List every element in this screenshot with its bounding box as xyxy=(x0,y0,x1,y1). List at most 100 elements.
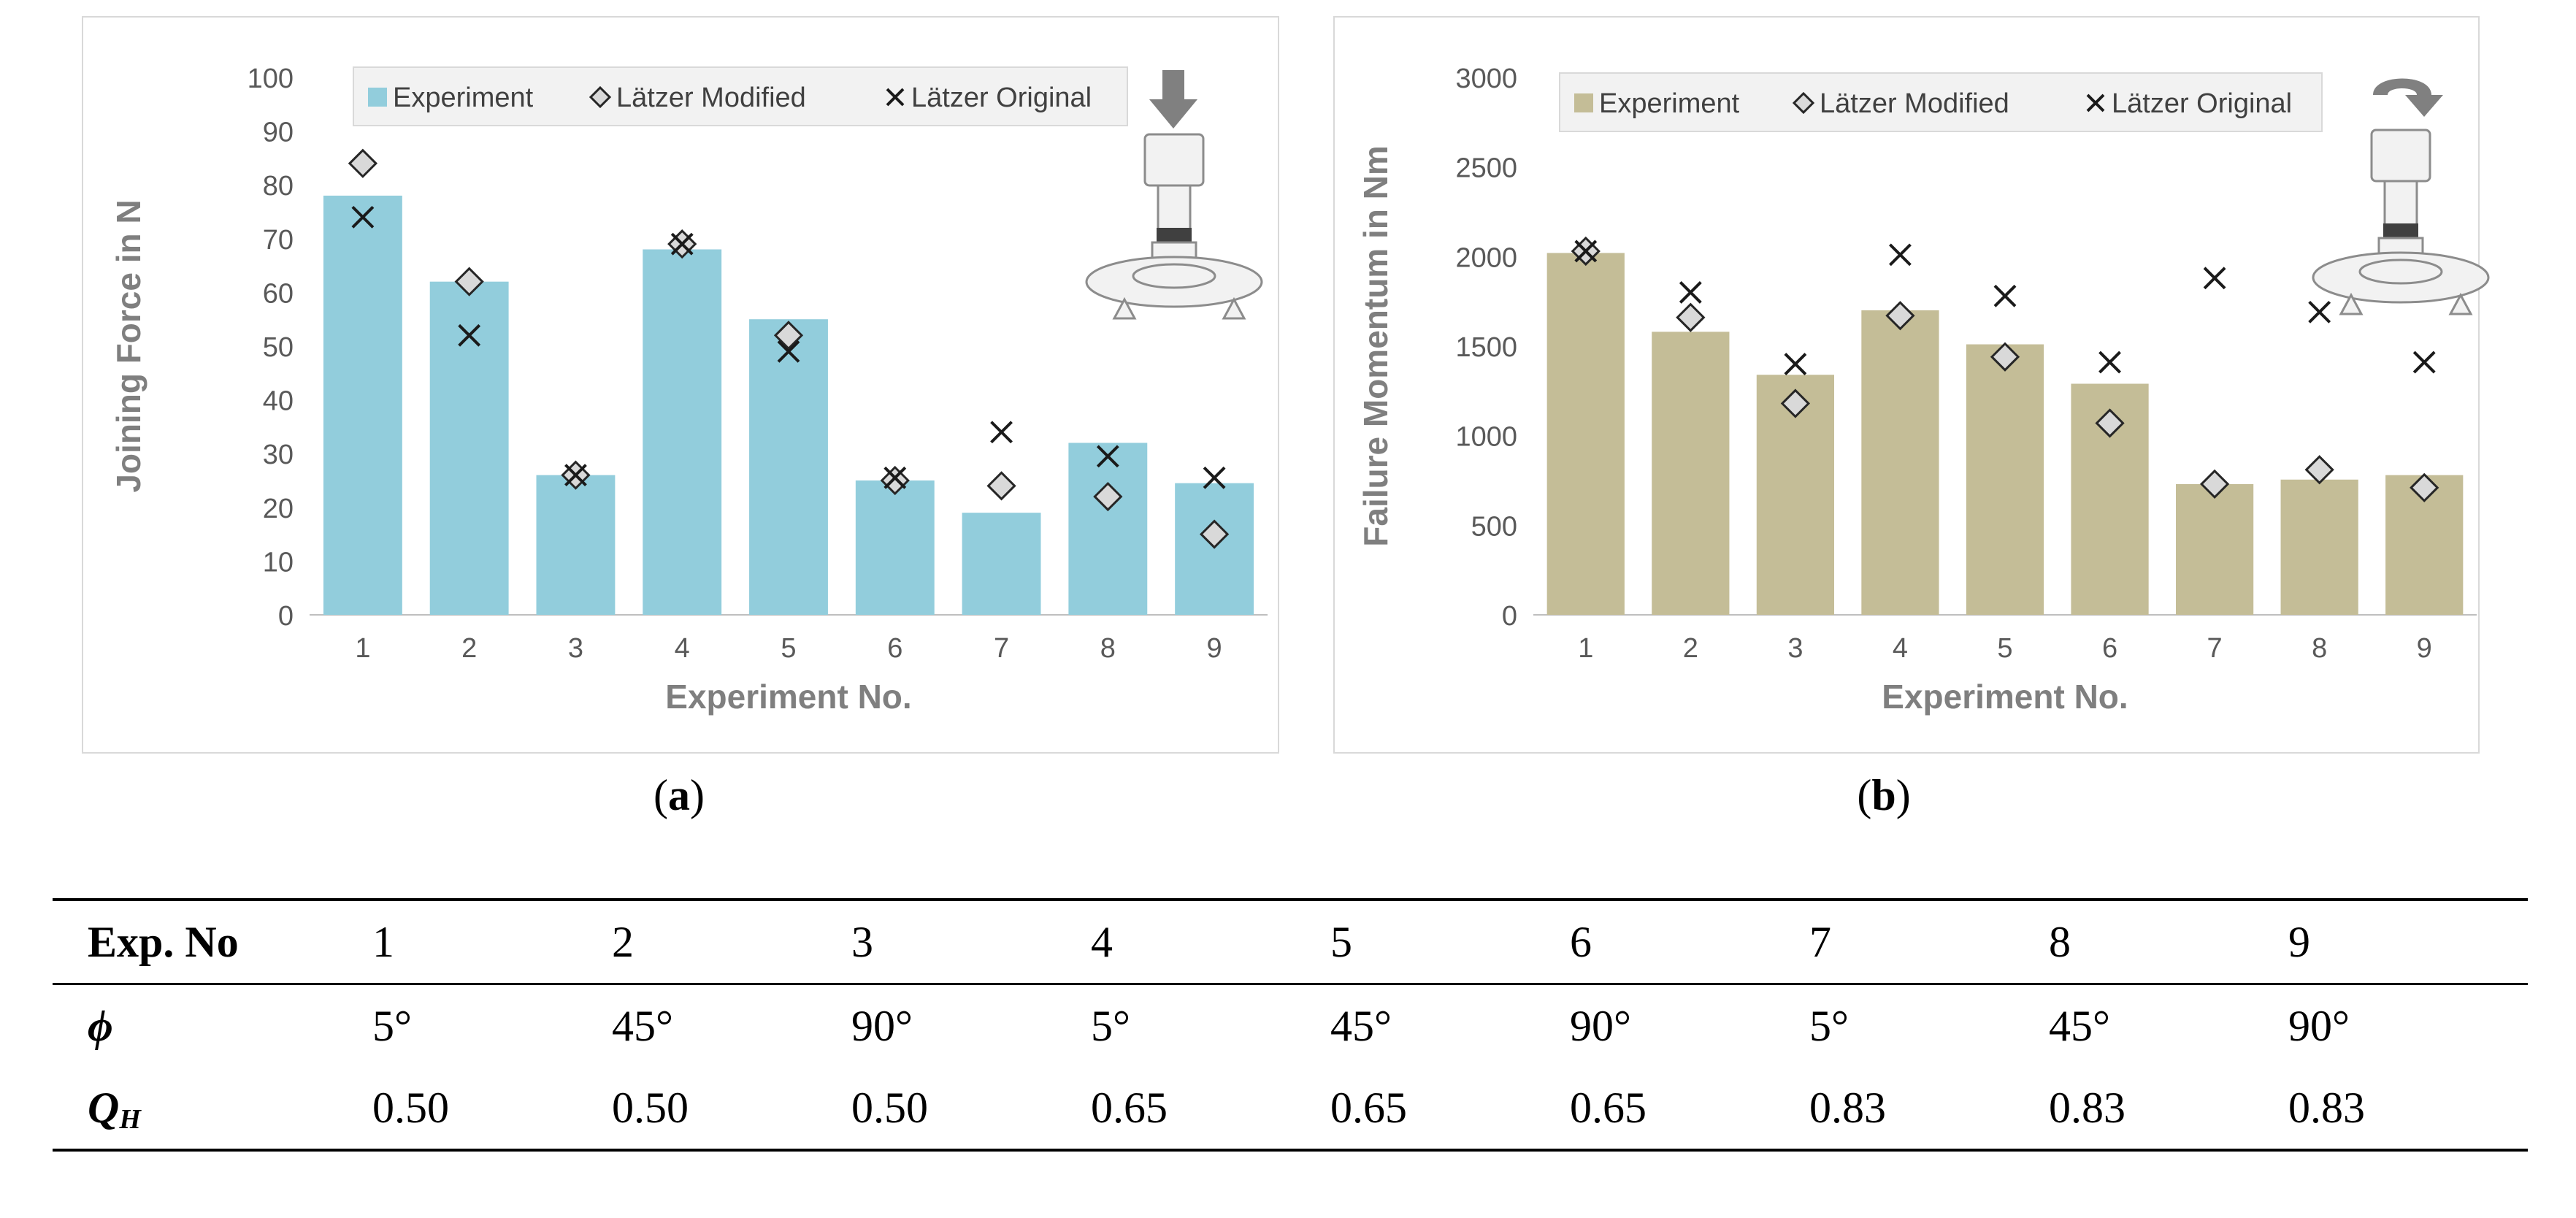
support-right xyxy=(2448,292,2473,315)
y-axis-title: Joining Force in N xyxy=(110,199,147,492)
y-tick-label: 0 xyxy=(1502,601,1517,632)
qh-symbol: Q xyxy=(88,1083,120,1132)
legend-label-experiment: Experiment xyxy=(1599,88,1740,119)
row-header-qh: QH xyxy=(53,1067,372,1152)
chart-b-svg: 0 500 1000 1500 2000 2500 3000 1 2 3 4 5 6 7 8 9 Experim… xyxy=(1357,64,2490,716)
bar xyxy=(1966,344,2044,615)
bar xyxy=(2175,483,2254,615)
y-tick-label: 20 xyxy=(263,494,294,524)
original-point xyxy=(351,205,375,229)
caption-b-letter: b xyxy=(1871,771,1896,819)
qh-cell: 0.65 xyxy=(1091,1067,1330,1152)
qh-cell: 0.65 xyxy=(1570,1067,1809,1152)
press-fixture-icon xyxy=(1085,70,1263,320)
legend-label-experiment: Experiment xyxy=(393,83,534,113)
chart-a: 0 10 20 30 40 50 60 70 80 90 100 1 2 3 4 5 6 7 8 9 Experimen… xyxy=(0,0,1285,759)
x-axis-title: Experiment No. xyxy=(1882,678,2128,716)
support-left xyxy=(1112,296,1137,320)
x-tick-label: 1 xyxy=(355,633,370,664)
y-tick-label: 60 xyxy=(263,278,294,309)
bar xyxy=(2280,479,2358,615)
original-point xyxy=(1784,353,1807,375)
load-arrow-icon xyxy=(1149,70,1197,129)
x-tick-label: 1 xyxy=(1578,633,1593,664)
phi-cell: 45° xyxy=(612,1001,673,1050)
qh-cell: 0.50 xyxy=(372,1067,612,1152)
modified-point xyxy=(1780,388,1811,418)
original-point xyxy=(1889,243,1912,267)
caption-b: (b) xyxy=(1857,771,1911,819)
modified-point xyxy=(2410,472,2439,502)
y-tick-label: 30 xyxy=(263,440,294,470)
caption-a-letter: a xyxy=(668,771,690,819)
modified-point xyxy=(348,148,378,178)
original-point xyxy=(883,466,907,489)
specimen-shaft xyxy=(2383,180,2418,226)
clamp-center xyxy=(2358,258,2443,285)
x-tick-label: 8 xyxy=(2312,633,2327,664)
bar xyxy=(536,475,616,615)
y-tick-label: 80 xyxy=(263,171,294,202)
modified-point xyxy=(1676,302,1706,332)
legend-diamond-icon xyxy=(589,85,612,109)
phi-cell: 5° xyxy=(372,1001,412,1050)
modified-point xyxy=(1990,342,2020,372)
modified-point xyxy=(880,465,910,496)
x-tick-label: 3 xyxy=(568,633,583,664)
original-point xyxy=(1203,466,1226,489)
qh-cell: 0.65 xyxy=(1330,1067,1570,1152)
row-header-exp-no: Exp. No xyxy=(53,898,372,985)
modified-point xyxy=(2199,469,2230,499)
x-tick-label: 9 xyxy=(2417,633,2432,664)
support-left xyxy=(2339,292,2364,315)
qh-cell: 0.83 xyxy=(2049,1067,2288,1152)
phi-cell: 90° xyxy=(1570,1001,1631,1050)
modified-point xyxy=(2095,408,2125,438)
rotation-arrow-icon xyxy=(2373,78,2443,117)
modified-point xyxy=(2304,455,2334,485)
bar xyxy=(1068,443,1148,615)
bar xyxy=(962,513,1041,615)
bar xyxy=(855,480,935,615)
y-tick-label: 10 xyxy=(263,547,294,578)
modified-point xyxy=(1199,519,1230,549)
bar xyxy=(1546,253,1625,615)
y-tick-label: 50 xyxy=(263,332,294,363)
legend-swatch-experiment xyxy=(368,88,387,107)
y-tick-label: 2500 xyxy=(1455,153,1517,184)
original-point xyxy=(1679,280,1702,304)
x-tick-label: 5 xyxy=(1997,633,2012,664)
bar xyxy=(429,281,509,615)
exp-no-cell: 4 xyxy=(1091,898,1330,985)
exp-no-cell: 3 xyxy=(851,898,1091,985)
legend-label-modified: Lätzer Modified xyxy=(1820,88,2009,119)
support-right xyxy=(1222,296,1246,320)
y-tick-label: 90 xyxy=(263,118,294,148)
table-row-qh: QH 0.50 0.50 0.50 0.65 0.65 0.65 0.83 0.… xyxy=(53,1067,2528,1152)
legend-box xyxy=(353,66,1128,126)
y-tick-label: 1000 xyxy=(1455,422,1517,453)
bar xyxy=(1652,332,1730,615)
original-point xyxy=(1096,445,1119,468)
chart-b-frame xyxy=(1333,16,2480,754)
original-point xyxy=(2203,267,2226,290)
phi-cell: 45° xyxy=(1330,1001,1392,1050)
phi-cell: 45° xyxy=(2049,1001,2110,1050)
clamp-center xyxy=(1132,263,1216,289)
original-point xyxy=(777,340,800,363)
x-axis-title: Experiment No. xyxy=(665,678,911,716)
legend-cross-icon xyxy=(886,88,905,107)
original-point xyxy=(1993,284,2017,307)
exp-no-cell: 5 xyxy=(1330,898,1570,985)
table-row-exp-no: Exp. No 1 2 3 4 5 6 7 8 9 xyxy=(53,898,2528,985)
phi-cell: 90° xyxy=(2288,1001,2350,1050)
x-tick-label: 9 xyxy=(1207,633,1222,664)
x-tick-label: 6 xyxy=(887,633,902,664)
y-axis-title: Failure Momentum in Nm xyxy=(1357,145,1395,546)
legend-box xyxy=(1559,72,2323,132)
y-tick-label: 3000 xyxy=(1455,64,1517,94)
modified-point xyxy=(986,471,1016,501)
qh-cell: 0.83 xyxy=(2288,1067,2528,1152)
legend-swatch-experiment xyxy=(1574,93,1593,112)
exp-no-cell: 2 xyxy=(612,898,851,985)
